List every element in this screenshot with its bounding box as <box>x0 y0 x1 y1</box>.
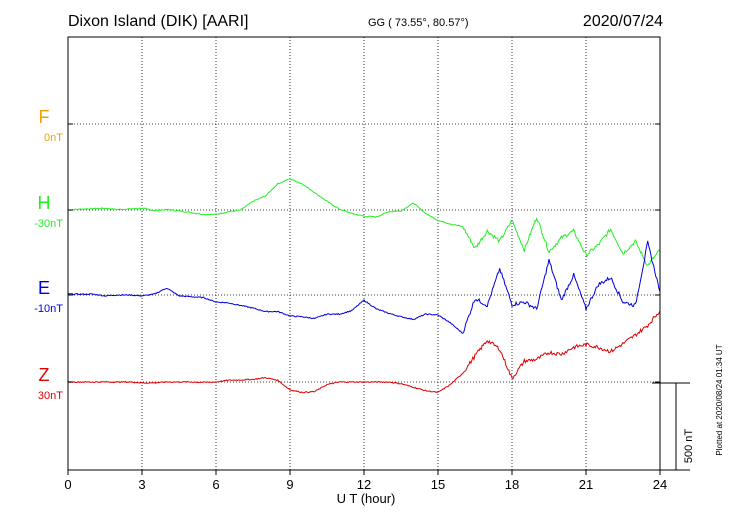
channel-baseline-z: 30nT <box>38 390 63 402</box>
station-title: Dixon Island (DIK) [AARI] <box>68 13 249 30</box>
x-axis-label: U T (hour) <box>337 491 396 506</box>
channel-letter-e: E <box>38 278 50 298</box>
x-tick-label: 3 <box>138 477 145 492</box>
x-tick-label: 15 <box>431 477 445 492</box>
scale-bar: 500 nT <box>652 382 695 471</box>
channel-baseline-f: 0nT <box>44 132 63 144</box>
x-ticks: 0 3 6 9 12 15 18 21 24 <box>64 123 667 492</box>
channel-labels: F 0nT H -30nT E -10nT Z 30nT <box>34 107 63 402</box>
series-e <box>67 240 661 334</box>
x-tick-label: 9 <box>286 477 293 492</box>
plotted-timestamp: Plotted at 2020/08/24 01:34 UT <box>715 344 724 455</box>
x-tick-label: 18 <box>505 477 519 492</box>
channel-baseline-h: -30nT <box>34 218 63 230</box>
scale-label: 500 nT <box>683 429 695 464</box>
series-layer <box>67 177 661 394</box>
x-tick-label: 24 <box>653 477 667 492</box>
coordinates-label: GG ( 73.55°, 80.57°) <box>368 17 469 29</box>
series-z <box>67 310 661 394</box>
channel-baseline-e: -10nT <box>34 303 63 315</box>
x-tick-label: 6 <box>212 477 219 492</box>
channel-letter-h: H <box>38 193 51 213</box>
series-h <box>67 177 661 266</box>
grid-lines <box>68 37 660 470</box>
x-tick-label: 12 <box>357 477 371 492</box>
channel-letter-f: F <box>39 107 50 127</box>
date-label: 2020/07/24 <box>582 13 663 30</box>
x-tick-label: 0 <box>64 477 71 492</box>
channel-letter-z: Z <box>39 365 50 385</box>
x-tick-label: 21 <box>579 477 593 492</box>
